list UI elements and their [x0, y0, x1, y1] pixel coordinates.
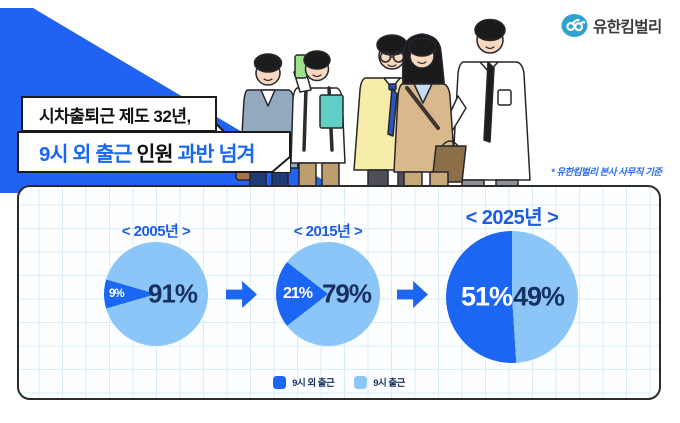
- pie-title-2025: < 2025년 >: [465, 207, 559, 229]
- legend-swatch-dark: [273, 375, 287, 389]
- legend-item-at-9: 9시 출근: [354, 375, 405, 389]
- chart-legend: 9시 외 출근 9시 출근: [19, 375, 659, 389]
- headline-badge-2: 9시 외 출근 인원 과반 넘겨: [17, 131, 291, 173]
- page-fold-icon: [271, 156, 291, 173]
- person-tan-suit-woman: [393, 33, 467, 197]
- pie-2015-light-label: 79%: [321, 278, 372, 309]
- logo-mark-icon: [561, 14, 588, 37]
- legend-label: 9시 외 출근: [292, 378, 335, 389]
- headline-line-2-blue-1: 9시 외 출근: [39, 143, 132, 166]
- legend-label: 9시 출근: [373, 378, 405, 389]
- person-phone: [290, 50, 346, 194]
- company-logo: 유한킴벌리: [561, 13, 662, 38]
- pie-2025-dark-label: 51%: [461, 281, 513, 312]
- headline-line-2-blue-2: 과반 넘겨: [177, 143, 256, 166]
- footnote: * 유한킴벌리 본사 사무직 기준: [551, 167, 662, 178]
- legend-swatch-light: [354, 375, 368, 389]
- pie-title-2015: < 2015년 >: [293, 223, 363, 240]
- legend-item-outside-9: 9시 외 출근: [273, 375, 335, 389]
- pie-chart-2005: 9% 91%: [104, 242, 208, 346]
- headline-line-2-black: 인원: [131, 143, 178, 166]
- headline-badge-1: 시차출퇴근 제도 32년,: [21, 96, 217, 132]
- logo-text: 유한킴벌리: [593, 18, 662, 36]
- arrow-right-icon: [226, 281, 257, 308]
- pie-2015-dark-label: 21%: [283, 285, 313, 302]
- pie-title-2005: < 2005년 >: [121, 223, 191, 240]
- pie-chart-2015: 21% 79%: [276, 242, 380, 346]
- pie-2025-light-label: 49%: [512, 281, 565, 312]
- pie-2005-light-label: 91%: [147, 278, 198, 309]
- arrow-right-icon: [397, 281, 428, 308]
- headline-line-1: 시차출퇴근 제도 32년,: [39, 106, 191, 126]
- pie-chart-2025: 51% 49%: [446, 231, 578, 363]
- chart-panel: < 2005년 > 9% 91% < 2015년 > 21% 79% < 202…: [17, 185, 661, 400]
- pie-2005-dark-label: 9%: [109, 288, 125, 300]
